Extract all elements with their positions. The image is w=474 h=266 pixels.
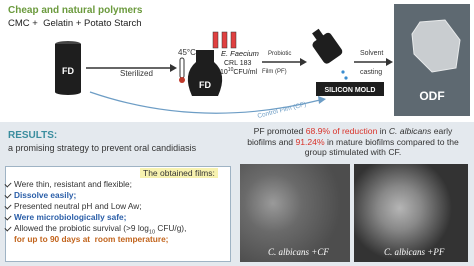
item-text: Allowed the probiotic survival (>9 log	[14, 223, 149, 233]
films-box	[5, 166, 231, 262]
results-heading: RESULTS:	[8, 130, 58, 141]
caption-label: +PF	[425, 247, 445, 257]
probiotic-film-label: Film (PF)	[262, 69, 287, 75]
process-diagram: FD Sterilized 45°C FD E. Faecium CRL 183…	[55, 4, 470, 120]
strain-code: CRL 183	[224, 60, 251, 67]
caption-label: +CF	[309, 247, 329, 257]
concentration-base: 10	[220, 69, 228, 76]
image-caption: C. albicans +CF	[268, 247, 329, 257]
temperature-label: 45°C	[178, 48, 196, 57]
concentration-exponent: 10	[228, 67, 234, 73]
summary: PF promoted 68.9% of reduction in C. alb…	[240, 126, 466, 158]
summary-text: in	[377, 126, 389, 136]
concentration-unit: CFU/ml	[233, 69, 257, 76]
film-item: for up to 90 days at room temperature;	[14, 234, 169, 244]
solvent-label: Solvent	[360, 50, 383, 57]
summary-text: early biofilms and	[247, 126, 453, 147]
solvent-label: casting	[360, 69, 382, 76]
film-item: Were microbiologically safe;	[14, 212, 127, 222]
image-caption: C. albicans +PF	[384, 247, 444, 257]
odf-label: ODF	[419, 89, 444, 103]
caption-organism: C. albicans	[384, 247, 426, 257]
summary-organism: C. albicans	[388, 126, 432, 136]
caption-organism: C. albicans	[268, 247, 310, 257]
films-heading: The obtained films:	[140, 168, 218, 178]
sem-image: C. albicans +CF	[240, 164, 350, 262]
strain-label: E. Faecium	[221, 49, 259, 58]
film-item: Allowed the probiotic survival (>9 log10…	[14, 223, 186, 236]
summary-text: PF promoted	[253, 126, 306, 136]
item-text: CFU/g),	[155, 223, 187, 233]
fd-label: FD	[199, 80, 211, 90]
sem-image: C. albicans +PF	[354, 164, 468, 262]
film-item: Were thin, resistant and flexible;	[14, 179, 132, 189]
summary-highlight: 91.24%	[295, 136, 325, 147]
item-subscript: 10	[148, 229, 156, 236]
fd-label: FD	[62, 66, 74, 76]
summary-text: in mature biofilms compared to the group…	[304, 136, 459, 158]
summary-highlight: 68.9% of reduction	[305, 126, 378, 136]
probiotic-film-label: Probiotic	[268, 51, 291, 57]
film-item: Dissolve easily;	[14, 190, 77, 200]
mold-label: SILICON MOLD	[325, 87, 376, 94]
control-film-label: Control Film (CF)	[257, 101, 307, 120]
title: Cheap and natural polymers	[8, 5, 143, 16]
results-subtitle: a promising strategy to prevent oral can…	[8, 143, 197, 153]
concentration: 1010CFU/ml	[220, 67, 258, 76]
ingredients: CMC + Gelatin + Potato Starch	[8, 18, 142, 29]
film-item: Presented neutral pH and Low Aw;	[14, 201, 142, 211]
sterilized-label: Sterilized	[120, 69, 153, 78]
